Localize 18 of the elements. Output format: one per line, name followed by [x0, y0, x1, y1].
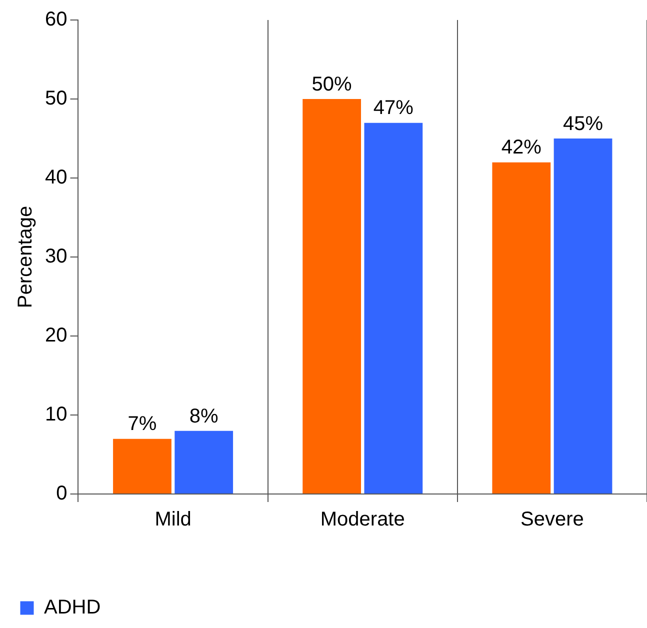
- legend-label: ADHD: [44, 596, 101, 619]
- y-tick-label: 50: [44, 88, 68, 110]
- data-label: 42%: [501, 136, 542, 159]
- data-label: 50%: [312, 74, 352, 96]
- x-tick-label: Severe: [520, 508, 584, 531]
- x-tick-label: Moderate: [320, 508, 405, 531]
- y-tick-label: 0: [56, 482, 68, 505]
- y-tick-label: 20: [44, 324, 68, 347]
- y-axis-title: Percentage: [14, 206, 37, 308]
- y-tick-label: 40: [44, 166, 68, 189]
- y-tick-label: 10: [44, 404, 68, 426]
- y-tick-label: 30: [44, 246, 68, 268]
- data-label: 45%: [563, 113, 604, 136]
- data-label: 47%: [373, 97, 414, 120]
- data-label: 7%: [128, 413, 157, 436]
- x-tick-label: Mild: [154, 508, 192, 531]
- y-tick-label: 60: [44, 8, 68, 31]
- data-label: 8%: [189, 405, 219, 428]
